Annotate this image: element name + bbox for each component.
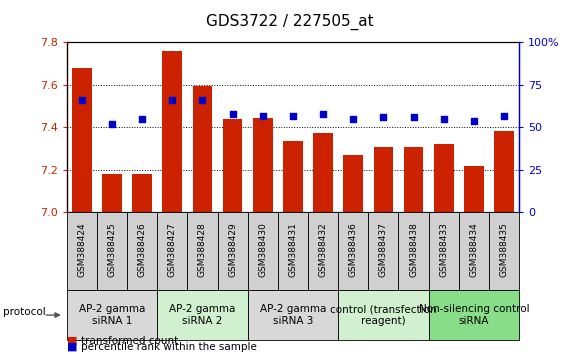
Bar: [102, 174, 122, 212]
Bar: [459, 212, 489, 290]
Bar: [343, 155, 363, 212]
Bar: [127, 212, 157, 290]
Point: [137, 116, 147, 122]
Bar: [248, 290, 338, 340]
Point: [349, 116, 358, 122]
Bar: [313, 133, 333, 212]
Bar: [157, 290, 248, 340]
Bar: [162, 51, 182, 212]
Point: [228, 111, 237, 117]
Point: [168, 97, 177, 103]
Text: ■: ■: [67, 336, 77, 346]
Point: [318, 111, 328, 117]
Text: GSM388430: GSM388430: [258, 222, 267, 277]
Text: GSM388429: GSM388429: [228, 222, 237, 277]
Text: Non-silencing control
siRNA: Non-silencing control siRNA: [419, 304, 529, 326]
Bar: [434, 144, 454, 212]
Bar: [97, 212, 127, 290]
Point: [499, 113, 509, 118]
Point: [258, 113, 267, 118]
Bar: [338, 290, 429, 340]
Bar: [429, 290, 519, 340]
Text: control (transfection
reagent): control (transfection reagent): [330, 304, 437, 326]
Bar: [308, 212, 338, 290]
Point: [439, 116, 448, 122]
Bar: [223, 119, 242, 212]
Bar: [253, 118, 273, 212]
Bar: [494, 131, 514, 212]
Text: AP-2 gamma
siRNA 1: AP-2 gamma siRNA 1: [79, 304, 145, 326]
Point: [77, 97, 86, 103]
Text: GSM388427: GSM388427: [168, 222, 177, 277]
Text: GSM388436: GSM388436: [349, 222, 358, 277]
Point: [288, 113, 298, 118]
Text: protocol: protocol: [3, 307, 46, 316]
Bar: [374, 147, 393, 212]
Point: [409, 114, 418, 120]
Text: GSM388435: GSM388435: [499, 222, 509, 277]
Point: [379, 114, 388, 120]
Point: [107, 121, 117, 127]
Text: GSM388424: GSM388424: [77, 222, 86, 277]
Text: GSM388433: GSM388433: [439, 222, 448, 277]
Bar: [72, 68, 92, 212]
Bar: [157, 212, 187, 290]
Bar: [187, 212, 218, 290]
Bar: [67, 290, 157, 340]
Text: percentile rank within the sample: percentile rank within the sample: [81, 342, 257, 352]
Bar: [489, 212, 519, 290]
Bar: [283, 141, 303, 212]
Text: GSM388426: GSM388426: [137, 222, 147, 277]
Text: GSM388425: GSM388425: [107, 222, 117, 277]
Bar: [404, 147, 423, 212]
Bar: [429, 212, 459, 290]
Text: GSM388434: GSM388434: [469, 222, 478, 277]
Bar: [338, 212, 368, 290]
Bar: [67, 212, 97, 290]
Bar: [464, 166, 484, 212]
Text: GSM388437: GSM388437: [379, 222, 388, 277]
Bar: [248, 212, 278, 290]
Text: AP-2 gamma
siRNA 2: AP-2 gamma siRNA 2: [169, 304, 235, 326]
Text: GSM388432: GSM388432: [318, 222, 328, 277]
Point: [469, 118, 478, 124]
Bar: [278, 212, 308, 290]
Text: GSM388438: GSM388438: [409, 222, 418, 277]
Bar: [398, 212, 429, 290]
Point: [198, 97, 207, 103]
Text: GSM388428: GSM388428: [198, 222, 207, 277]
Text: GSM388431: GSM388431: [288, 222, 298, 277]
Text: transformed count: transformed count: [81, 336, 179, 346]
Bar: [193, 86, 212, 212]
Bar: [218, 212, 248, 290]
Text: ■: ■: [67, 342, 77, 352]
Bar: [368, 212, 398, 290]
Text: GDS3722 / 227505_at: GDS3722 / 227505_at: [206, 14, 374, 30]
Text: AP-2 gamma
siRNA 3: AP-2 gamma siRNA 3: [260, 304, 326, 326]
Bar: [132, 174, 152, 212]
